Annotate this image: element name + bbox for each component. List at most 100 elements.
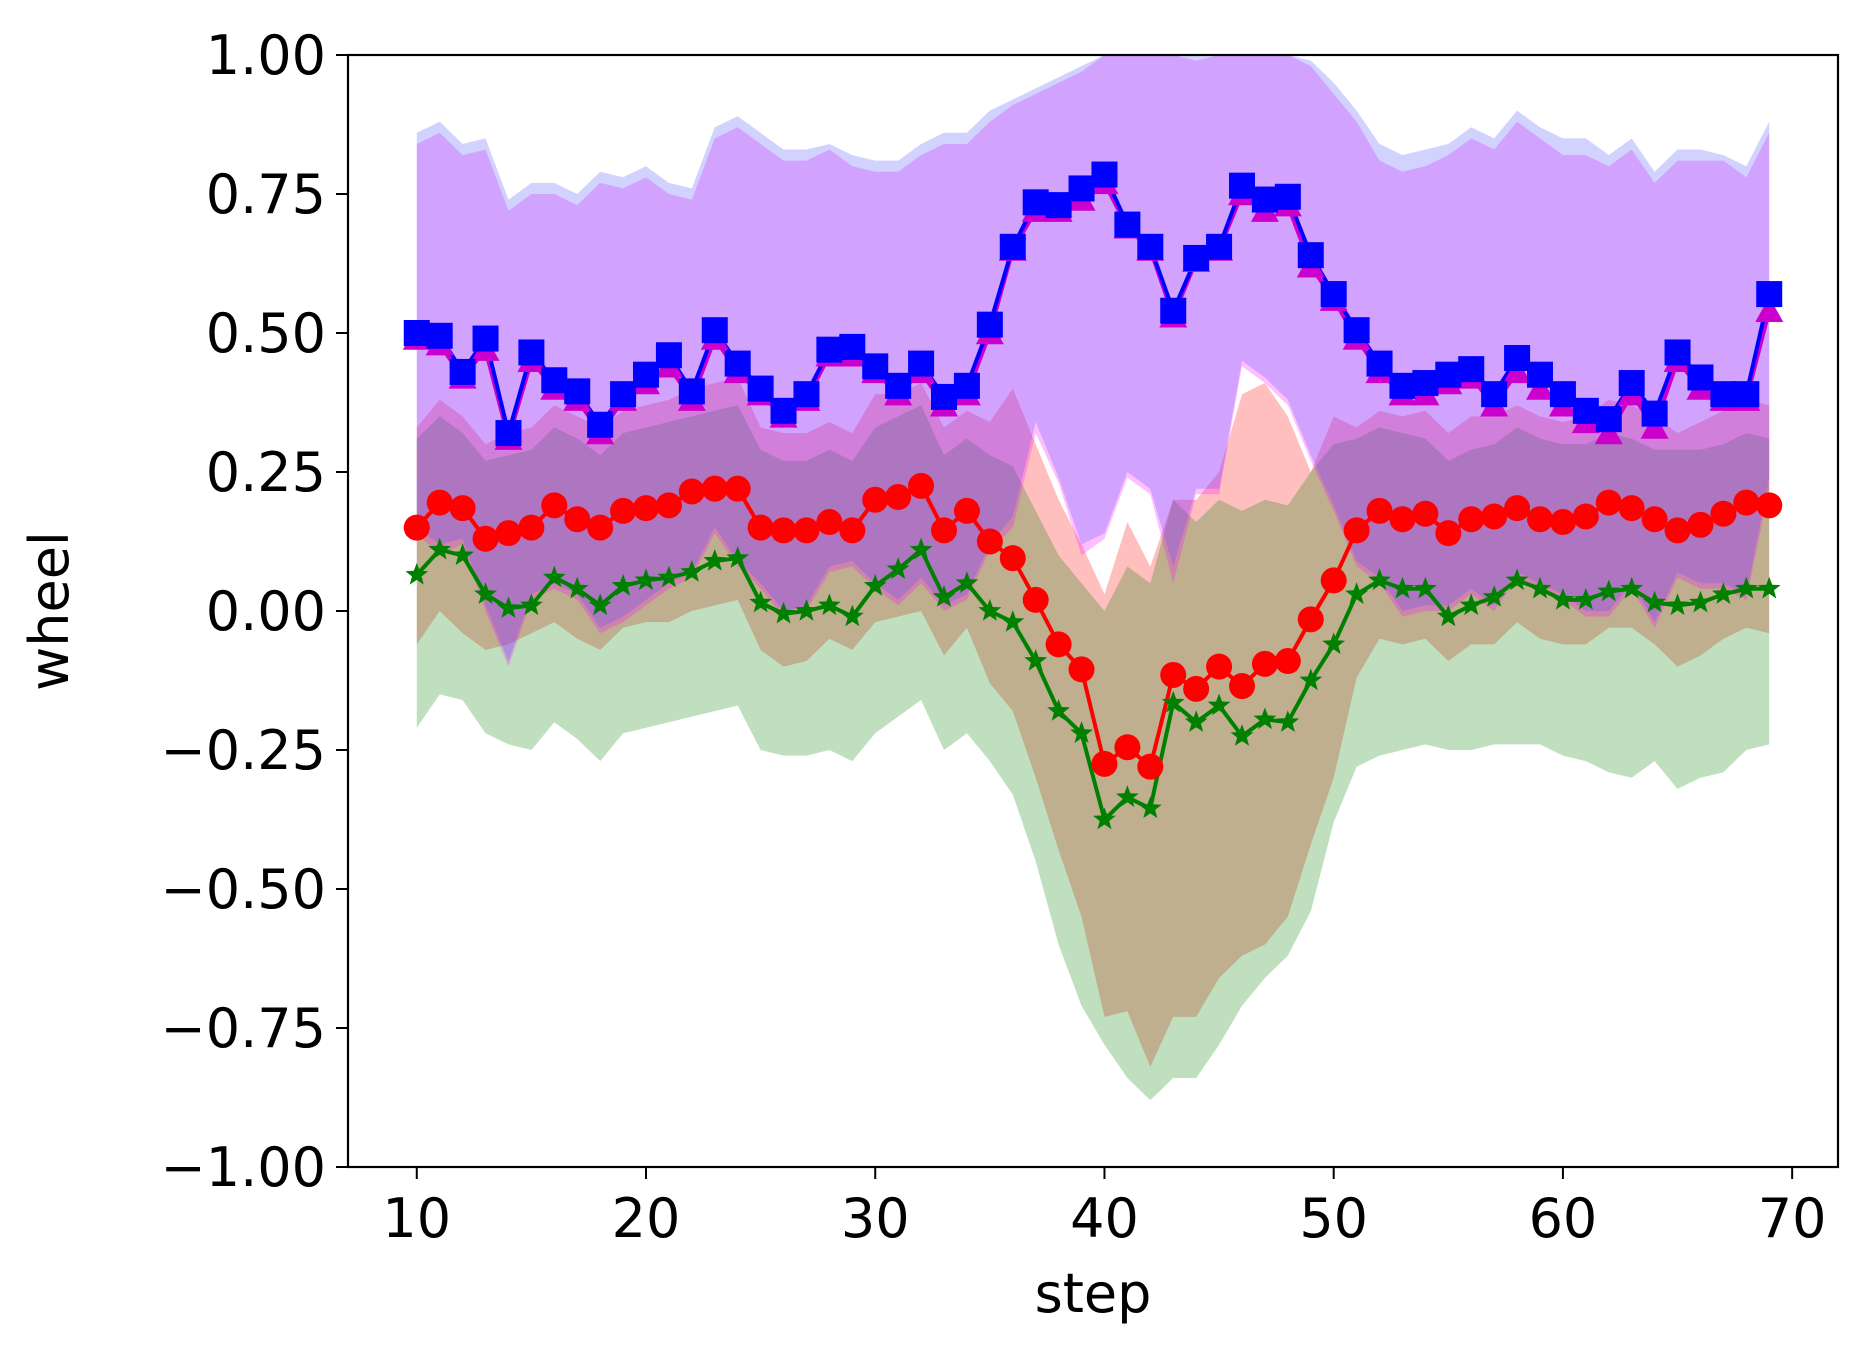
series-0-point — [1504, 495, 1531, 522]
series-3-point — [587, 411, 614, 438]
series-1-point — [1024, 649, 1048, 671]
series-0-point — [495, 520, 522, 547]
series-0-point — [976, 528, 1003, 555]
series-0-point — [1320, 567, 1347, 594]
series-0-point — [1618, 495, 1645, 522]
series-0-point — [885, 484, 912, 511]
series-1-point — [703, 549, 727, 571]
series-0-point — [1481, 503, 1508, 530]
series-0-point — [724, 475, 751, 502]
series-0-point — [747, 514, 774, 541]
series-0-point — [1251, 650, 1278, 677]
series-3-point — [1274, 183, 1301, 210]
series-0-point — [931, 517, 957, 544]
series-0-point — [839, 517, 866, 544]
series-0-point — [449, 495, 476, 522]
x-tick-label: 20 — [612, 1187, 681, 1250]
series-1-point — [909, 537, 933, 560]
series-1-point — [1505, 568, 1529, 591]
series-0-point — [1641, 506, 1668, 533]
series-3-point — [1343, 317, 1370, 344]
series-0-point — [1527, 506, 1553, 533]
series-1-point — [1734, 576, 1758, 599]
series-0-point — [816, 509, 843, 536]
series-3-point — [1572, 397, 1599, 424]
series-0-point — [1091, 750, 1118, 777]
series-0-point — [518, 514, 545, 541]
series-0-point — [1366, 497, 1393, 524]
series-1-point — [1161, 690, 1185, 713]
series-1-band — [416, 405, 1770, 1101]
y-tick-label: −0.75 — [161, 997, 326, 1060]
series-1-point — [657, 565, 681, 588]
series-0-point — [1756, 492, 1783, 519]
series-0-point — [1435, 520, 1462, 547]
series-0-point — [587, 514, 614, 541]
series-0-point — [1183, 675, 1210, 702]
series-1-point — [1551, 587, 1575, 610]
y-tick-label: −0.25 — [161, 719, 326, 782]
series-1-point — [474, 582, 497, 604]
series-1-point — [932, 585, 956, 607]
series-1-point — [863, 574, 887, 596]
series-3-point — [816, 336, 843, 363]
series-3-point — [1710, 381, 1737, 408]
y-axis-ticks: −1.00 −0.75 −0.50 −0.25 0.00 0.25 0.50 0.75 1.00 — [161, 24, 348, 1199]
series-0-point — [633, 495, 659, 522]
series-0-point — [1595, 489, 1622, 516]
series-3-point — [1595, 406, 1622, 433]
series-0-point — [770, 517, 797, 544]
series-3-point — [1687, 364, 1714, 391]
series-1-point — [1482, 585, 1506, 607]
series-1-point — [1001, 610, 1025, 632]
series-1-point — [1528, 576, 1552, 599]
series-1-point — [1666, 593, 1689, 616]
series-1-point — [1276, 710, 1300, 732]
series-1-point — [1322, 632, 1346, 655]
x-tick-label: 70 — [1758, 1187, 1827, 1250]
series-3-point — [1297, 242, 1324, 269]
series-1-point — [840, 604, 864, 627]
series-1-point — [405, 562, 429, 585]
x-tick-label: 60 — [1529, 1187, 1598, 1250]
x-tick-label: 10 — [382, 1187, 451, 1250]
series-1-point — [1643, 590, 1666, 613]
series-3-point — [793, 381, 820, 408]
series-3-point — [449, 358, 476, 385]
series-0-point — [403, 514, 430, 541]
series-0-point — [793, 517, 820, 544]
series-1-point — [451, 543, 474, 566]
series-1-point — [795, 599, 818, 621]
series-1-point — [634, 568, 658, 591]
series-3-point — [1527, 361, 1553, 388]
series-3-point — [1664, 339, 1691, 366]
series-3-point — [953, 372, 980, 399]
series-3-point — [541, 367, 568, 394]
y-tick-label: 0.00 — [206, 580, 326, 643]
series-1-point — [1070, 721, 1093, 743]
series-3-point — [1091, 161, 1118, 188]
confidence-bands — [416, 55, 1770, 1101]
series-3-point — [747, 375, 774, 402]
series-3-point — [678, 378, 705, 405]
series-3-point — [1504, 345, 1531, 372]
series-0-point — [1114, 734, 1141, 761]
series-0-point — [1137, 753, 1164, 780]
series-1-point — [565, 576, 589, 599]
series-1-point — [726, 546, 750, 568]
series-0-point — [678, 478, 705, 505]
series-3-point — [931, 383, 957, 410]
x-axis-ticks: 10 20 30 40 50 60 70 — [382, 1167, 1827, 1250]
series-0-point — [1206, 653, 1233, 680]
series-0-point — [999, 545, 1026, 572]
series-1-point — [520, 593, 543, 616]
series-1-point — [1138, 796, 1162, 819]
series-1-point — [611, 574, 635, 596]
series-0-point — [1068, 656, 1095, 683]
series-3-point — [1481, 381, 1508, 408]
series-0-point — [1572, 503, 1599, 530]
series-1-point — [1093, 807, 1116, 830]
series-markers — [402, 161, 1784, 830]
series-3-point — [770, 397, 797, 424]
series-3-point — [655, 342, 682, 369]
